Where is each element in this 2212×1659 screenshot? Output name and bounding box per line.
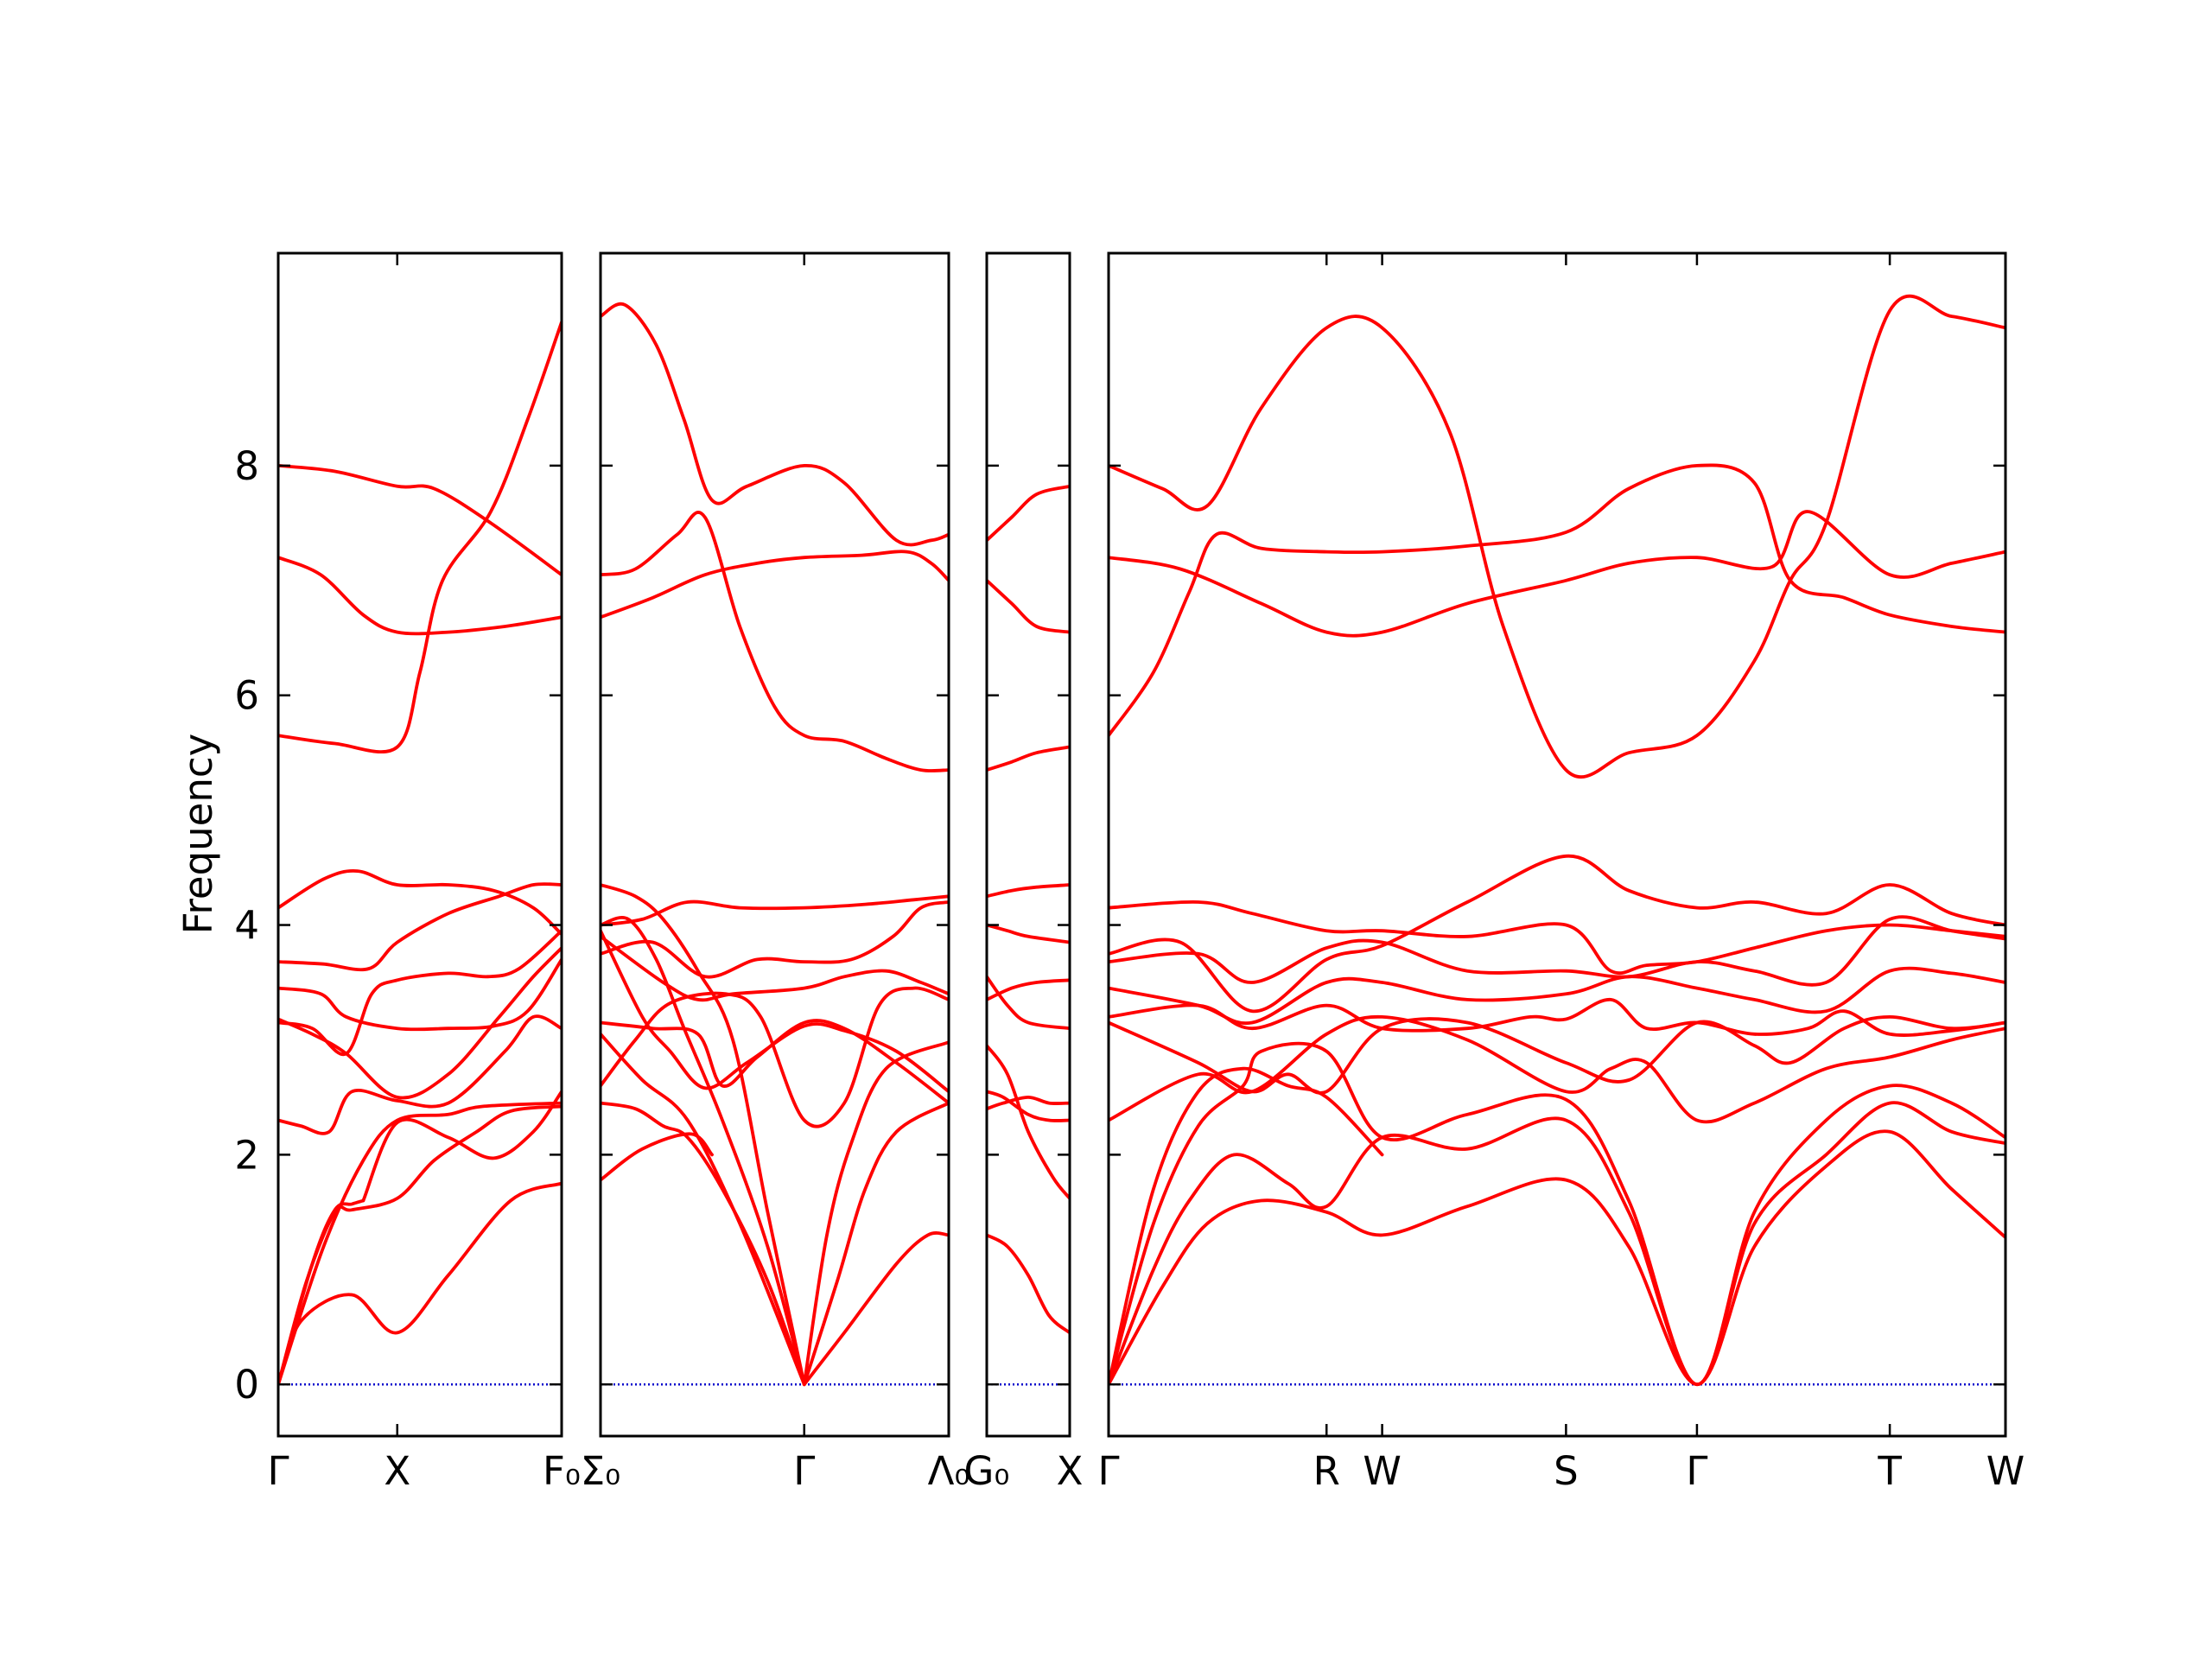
phonon-band-1 xyxy=(987,1233,1070,1335)
phonon-band-8 xyxy=(987,883,1070,899)
x-tick-label: W xyxy=(1986,1448,2025,1494)
x-tick-label: Σ₀ xyxy=(581,1448,620,1494)
phonon-band-8 xyxy=(601,929,949,1094)
phonon-band-8 xyxy=(278,929,562,1057)
phonon-band-7 xyxy=(987,923,1070,944)
phonon-band-9 xyxy=(1109,915,2005,987)
phonon-band-11 xyxy=(601,894,949,927)
x-tick-label: W xyxy=(1363,1448,1402,1494)
panel-frame xyxy=(276,251,563,1438)
phonon-band-17 xyxy=(601,550,949,620)
y-axis-title: Frequency xyxy=(175,734,221,934)
x-tick-label: X xyxy=(384,1448,410,1494)
phonon-band-10 xyxy=(601,900,949,979)
y-tick-label: 4 xyxy=(234,903,259,949)
y-tick-label: 8 xyxy=(234,443,259,489)
phonon-band-1 xyxy=(1109,1129,2005,1387)
y-tick-label: 2 xyxy=(234,1132,259,1178)
y-axis-ticks: 0 2 4 6 8 xyxy=(234,443,259,1408)
phonon-band-2 xyxy=(1109,1101,2005,1387)
phonon-band-4 xyxy=(1109,1066,1384,1387)
phonon-band-9 xyxy=(987,745,1070,772)
phonon-band-10 xyxy=(1109,899,2005,976)
phonon-band-10 xyxy=(987,484,1070,543)
phonon-band-7 xyxy=(278,946,562,1100)
y-tick-label: 6 xyxy=(234,673,259,719)
band-lines xyxy=(987,484,1070,1335)
phonon-band-4 xyxy=(361,1090,562,1203)
panel-frame xyxy=(985,251,1071,1438)
phonon-band-13 xyxy=(802,1101,949,1387)
x-tick-label: Γ xyxy=(1097,1448,1119,1494)
panel-frame xyxy=(1107,251,2007,1438)
band-panel-3: G₀ X xyxy=(964,251,1084,1494)
phonon-band-4 xyxy=(987,1044,1070,1200)
phonon-band-11 xyxy=(1109,854,2005,1014)
x-tick-label: G₀ xyxy=(964,1448,1010,1494)
phonon-band-10 xyxy=(278,882,562,972)
phonon-band-12 xyxy=(1109,295,2005,779)
phonon-band-7 xyxy=(1109,997,2005,1037)
phonon-band-2 xyxy=(987,1090,1070,1122)
phonon-band-15 xyxy=(601,302,949,547)
phonon-band-6 xyxy=(1109,1015,2005,1095)
phonon-band-1 xyxy=(278,1181,562,1387)
panel-frame xyxy=(599,251,950,1438)
phonon-band-9 xyxy=(278,957,562,1032)
phonon-band-5 xyxy=(601,1132,714,1182)
phonon-band-12 xyxy=(278,320,562,754)
x-tick-label: Γ xyxy=(1686,1448,1707,1494)
x-tick-label: Γ xyxy=(267,1448,289,1494)
phonon-band-8 xyxy=(1109,966,2005,1026)
phonon-band-14 xyxy=(802,1040,949,1387)
phonon-band-14 xyxy=(1109,463,2005,738)
x-tick-label: Γ xyxy=(793,1448,815,1494)
phonon-band-14 xyxy=(278,464,562,577)
band-panel-2: Σ₀ Γ Λ₀ xyxy=(581,251,970,1494)
phonon-band-5 xyxy=(1109,1014,2005,1124)
x-tick-label: T xyxy=(1877,1448,1902,1494)
x-tick-label: Λ₀ xyxy=(928,1448,970,1494)
y-tick-label: 0 xyxy=(234,1362,259,1408)
phonon-band-3 xyxy=(987,1096,1070,1111)
band-lines xyxy=(278,320,562,1387)
phonon-band-9 xyxy=(601,934,949,1002)
phonon-band-1 xyxy=(601,883,806,1387)
phonon-band-6 xyxy=(987,975,1070,1031)
phonon-band-11 xyxy=(987,578,1070,634)
phonon-band-3 xyxy=(278,1198,365,1387)
band-lines xyxy=(601,302,949,1387)
phonon-band-4 xyxy=(601,1101,806,1387)
phonon-band-13 xyxy=(1109,510,2005,638)
phonon-band-13 xyxy=(278,556,562,636)
phonon-band-3 xyxy=(1109,1041,2005,1387)
x-tick-label: X xyxy=(1057,1448,1084,1494)
band-panel-1: Γ X F₀ xyxy=(267,251,581,1494)
phonon-band-3 xyxy=(601,1032,806,1387)
band-lines xyxy=(1109,295,2005,1387)
phonon-band-2 xyxy=(601,916,806,1387)
phonon-band-6 xyxy=(278,1014,562,1135)
x-tick-label: F₀ xyxy=(543,1448,581,1494)
x-tick-label: S xyxy=(1554,1448,1579,1494)
phonon-band-12 xyxy=(802,1231,949,1387)
phonon-band-6 xyxy=(601,986,949,1128)
x-tick-label: R xyxy=(1313,1448,1340,1494)
phonon-band-16 xyxy=(601,511,949,772)
phonon-band-5 xyxy=(278,1101,562,1387)
phonon-band-11 xyxy=(278,868,562,937)
